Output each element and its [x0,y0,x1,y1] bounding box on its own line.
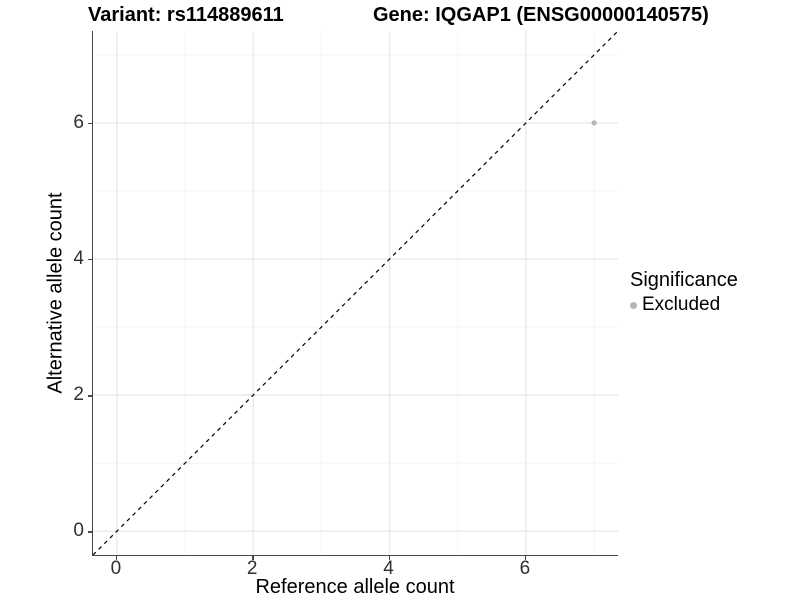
x-tick-mark [115,556,118,560]
x-tick-label: 4 [383,558,394,579]
legend-title: Significance [630,269,738,291]
identity-dashed-line [93,31,618,555]
y-tick-mark [88,258,92,261]
y-tick-label: 6 [73,111,84,133]
legend-item-excluded: Excluded [630,294,738,316]
x-tick-label: 2 [246,558,258,579]
y-tick-mark [88,122,92,125]
legend: Significance Excluded [630,269,738,316]
y-tick-mark [88,531,92,533]
x-tick-mark [524,556,527,560]
x-tick-label: 6 [519,558,531,579]
y-axis-title: Alternative allele count [44,192,67,394]
data-point [591,120,597,126]
y-tick-label: 0 [73,520,84,542]
x-tick-label: 0 [110,558,122,579]
y-tick-mark [88,395,92,397]
variant-title: Variant: rs114889611 [88,4,284,26]
legend-item-label: Excluded [642,294,721,315]
gene-title: Gene: IQGAP1 (ENSG00000140575) [373,4,709,26]
x-tick-mark [252,556,254,560]
x-tick-mark [388,556,391,560]
excluded-point-icon [630,301,637,309]
plot-canvas [93,31,618,555]
y-tick-label: 2 [73,384,84,406]
x-axis-title: Reference allele count [255,576,455,598]
y-tick-label: 4 [73,247,84,269]
plot-panel [92,31,618,556]
